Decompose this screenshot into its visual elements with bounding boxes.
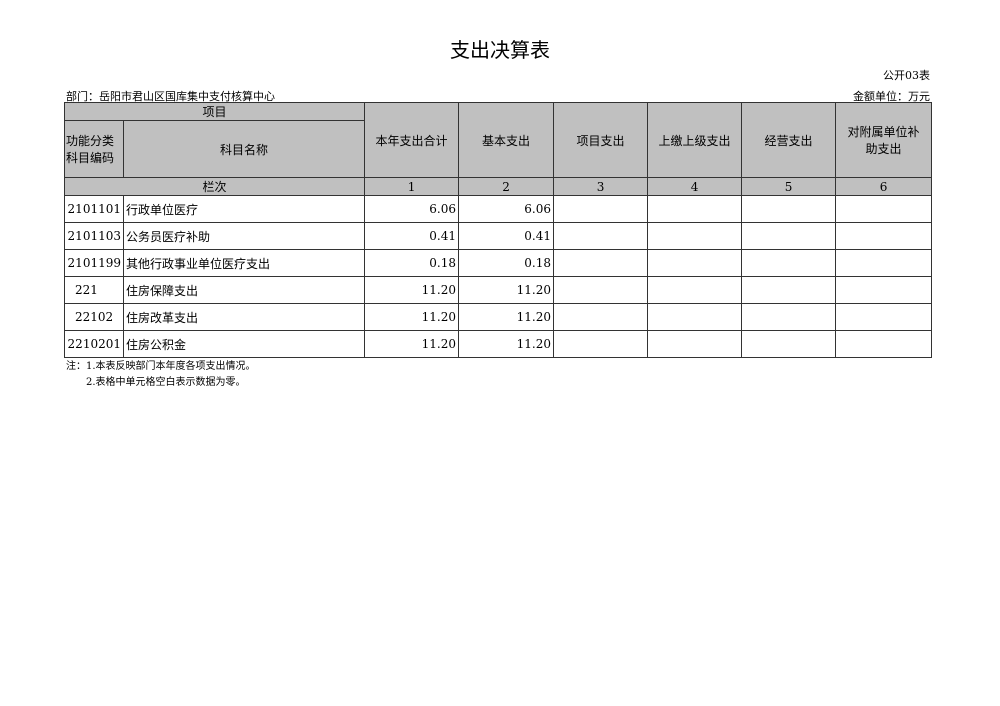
cell-empty xyxy=(835,222,933,250)
amount-unit: 金额单位：万元 xyxy=(853,90,930,103)
cell-empty xyxy=(647,222,743,250)
table-row: 221 住房保障支出 11.20 11.20 xyxy=(64,276,933,304)
cell-name: 其他行政事业单位医疗支出 xyxy=(122,249,366,277)
cell-empty xyxy=(647,249,743,277)
cell-basic: 6.06 xyxy=(458,195,555,223)
col-num: 1 xyxy=(364,177,460,196)
table-row: 2101101 行政单位医疗 6.06 6.06 xyxy=(64,195,933,223)
cell-code: 22102 xyxy=(64,303,124,331)
table-row: 22102 住房改革支出 11.20 11.20 xyxy=(64,303,933,331)
cell-empty xyxy=(647,303,743,331)
cell-empty xyxy=(835,249,933,277)
cell-basic: 11.20 xyxy=(458,276,555,304)
cell-empty xyxy=(553,330,649,358)
col-num: 2 xyxy=(458,177,555,196)
cell-total: 0.41 xyxy=(364,222,460,250)
cell-empty xyxy=(741,303,837,331)
cell-empty xyxy=(553,303,649,331)
col-num: 4 xyxy=(647,177,743,196)
cell-total: 11.20 xyxy=(364,276,460,304)
cell-basic: 11.20 xyxy=(458,303,555,331)
note: 2.表格中单元格空白表示数据为零。 xyxy=(86,377,246,388)
cell-code: 2101101 xyxy=(64,195,124,223)
row-label: 栏次 xyxy=(63,177,366,196)
cell-basic: 11.20 xyxy=(458,330,555,358)
cell-empty xyxy=(741,195,837,223)
expenditure-table: 项目 本年支出合计 基本支出 项目支出 上缴上级支出 经营支出 对附属单位补助支… xyxy=(63,102,933,358)
notes: 注：1.本表反映部门本年度各项支出情况。 2.表格中单元格空白表示数据为零。 xyxy=(66,359,256,391)
cell-empty xyxy=(741,249,837,277)
col-num: 3 xyxy=(553,177,649,196)
cell-total: 11.20 xyxy=(364,330,460,358)
header-col: 基本支出 xyxy=(458,102,555,178)
header-col: 上缴上级支出 xyxy=(647,102,743,178)
cell-name: 行政单位医疗 xyxy=(122,195,366,223)
cell-empty xyxy=(835,276,933,304)
cell-empty xyxy=(835,195,933,223)
header-col: 项目支出 xyxy=(553,102,649,178)
cell-total: 6.06 xyxy=(364,195,460,223)
department: 部门：岳阳市君山区国库集中支付核算中心 xyxy=(66,90,275,103)
cell-name: 住房保障支出 xyxy=(122,276,366,304)
cell-empty xyxy=(553,195,649,223)
cell-empty xyxy=(647,330,743,358)
header-col: 经营支出 xyxy=(741,102,837,178)
cell-empty xyxy=(741,276,837,304)
cell-code: 221 xyxy=(64,276,124,304)
table-row: 2210201 住房公积金 11.20 11.20 xyxy=(64,330,933,358)
table-row: 2101199 其他行政事业单位医疗支出 0.18 0.18 xyxy=(64,249,933,277)
cell-code: 2101103 xyxy=(64,222,124,250)
cell-empty xyxy=(553,222,649,250)
cell-name: 住房公积金 xyxy=(122,330,366,358)
header-col: 本年支出合计 xyxy=(364,102,460,178)
cell-empty xyxy=(835,330,933,358)
cell-empty xyxy=(647,276,743,304)
cell-total: 11.20 xyxy=(364,303,460,331)
col-num: 5 xyxy=(741,177,837,196)
cell-empty xyxy=(741,330,837,358)
cell-name: 公务员医疗补助 xyxy=(122,222,366,250)
cell-code: 2101199 xyxy=(64,249,124,277)
cell-empty xyxy=(553,249,649,277)
header-item: 项目 xyxy=(63,102,366,121)
cell-empty xyxy=(835,303,933,331)
cell-basic: 0.18 xyxy=(458,249,555,277)
note: 注：1.本表反映部门本年度各项支出情况。 xyxy=(66,361,256,372)
cell-total: 0.18 xyxy=(364,249,460,277)
cell-empty xyxy=(553,276,649,304)
cell-code: 2210201 xyxy=(64,330,124,358)
cell-empty xyxy=(647,195,743,223)
header-col: 对附属单位补助支出 xyxy=(835,102,933,178)
form-code: 公开03表 xyxy=(883,69,930,82)
page-title: 支出决算表 xyxy=(450,38,550,62)
header-code: 功能分类科目编码 xyxy=(64,120,124,178)
table-row: 2101103 公务员医疗补助 0.41 0.41 xyxy=(64,222,933,250)
col-num: 6 xyxy=(835,177,933,196)
cell-empty xyxy=(741,222,837,250)
cell-name: 住房改革支出 xyxy=(122,303,366,331)
header-name: 科目名称 xyxy=(122,120,366,178)
cell-basic: 0.41 xyxy=(458,222,555,250)
